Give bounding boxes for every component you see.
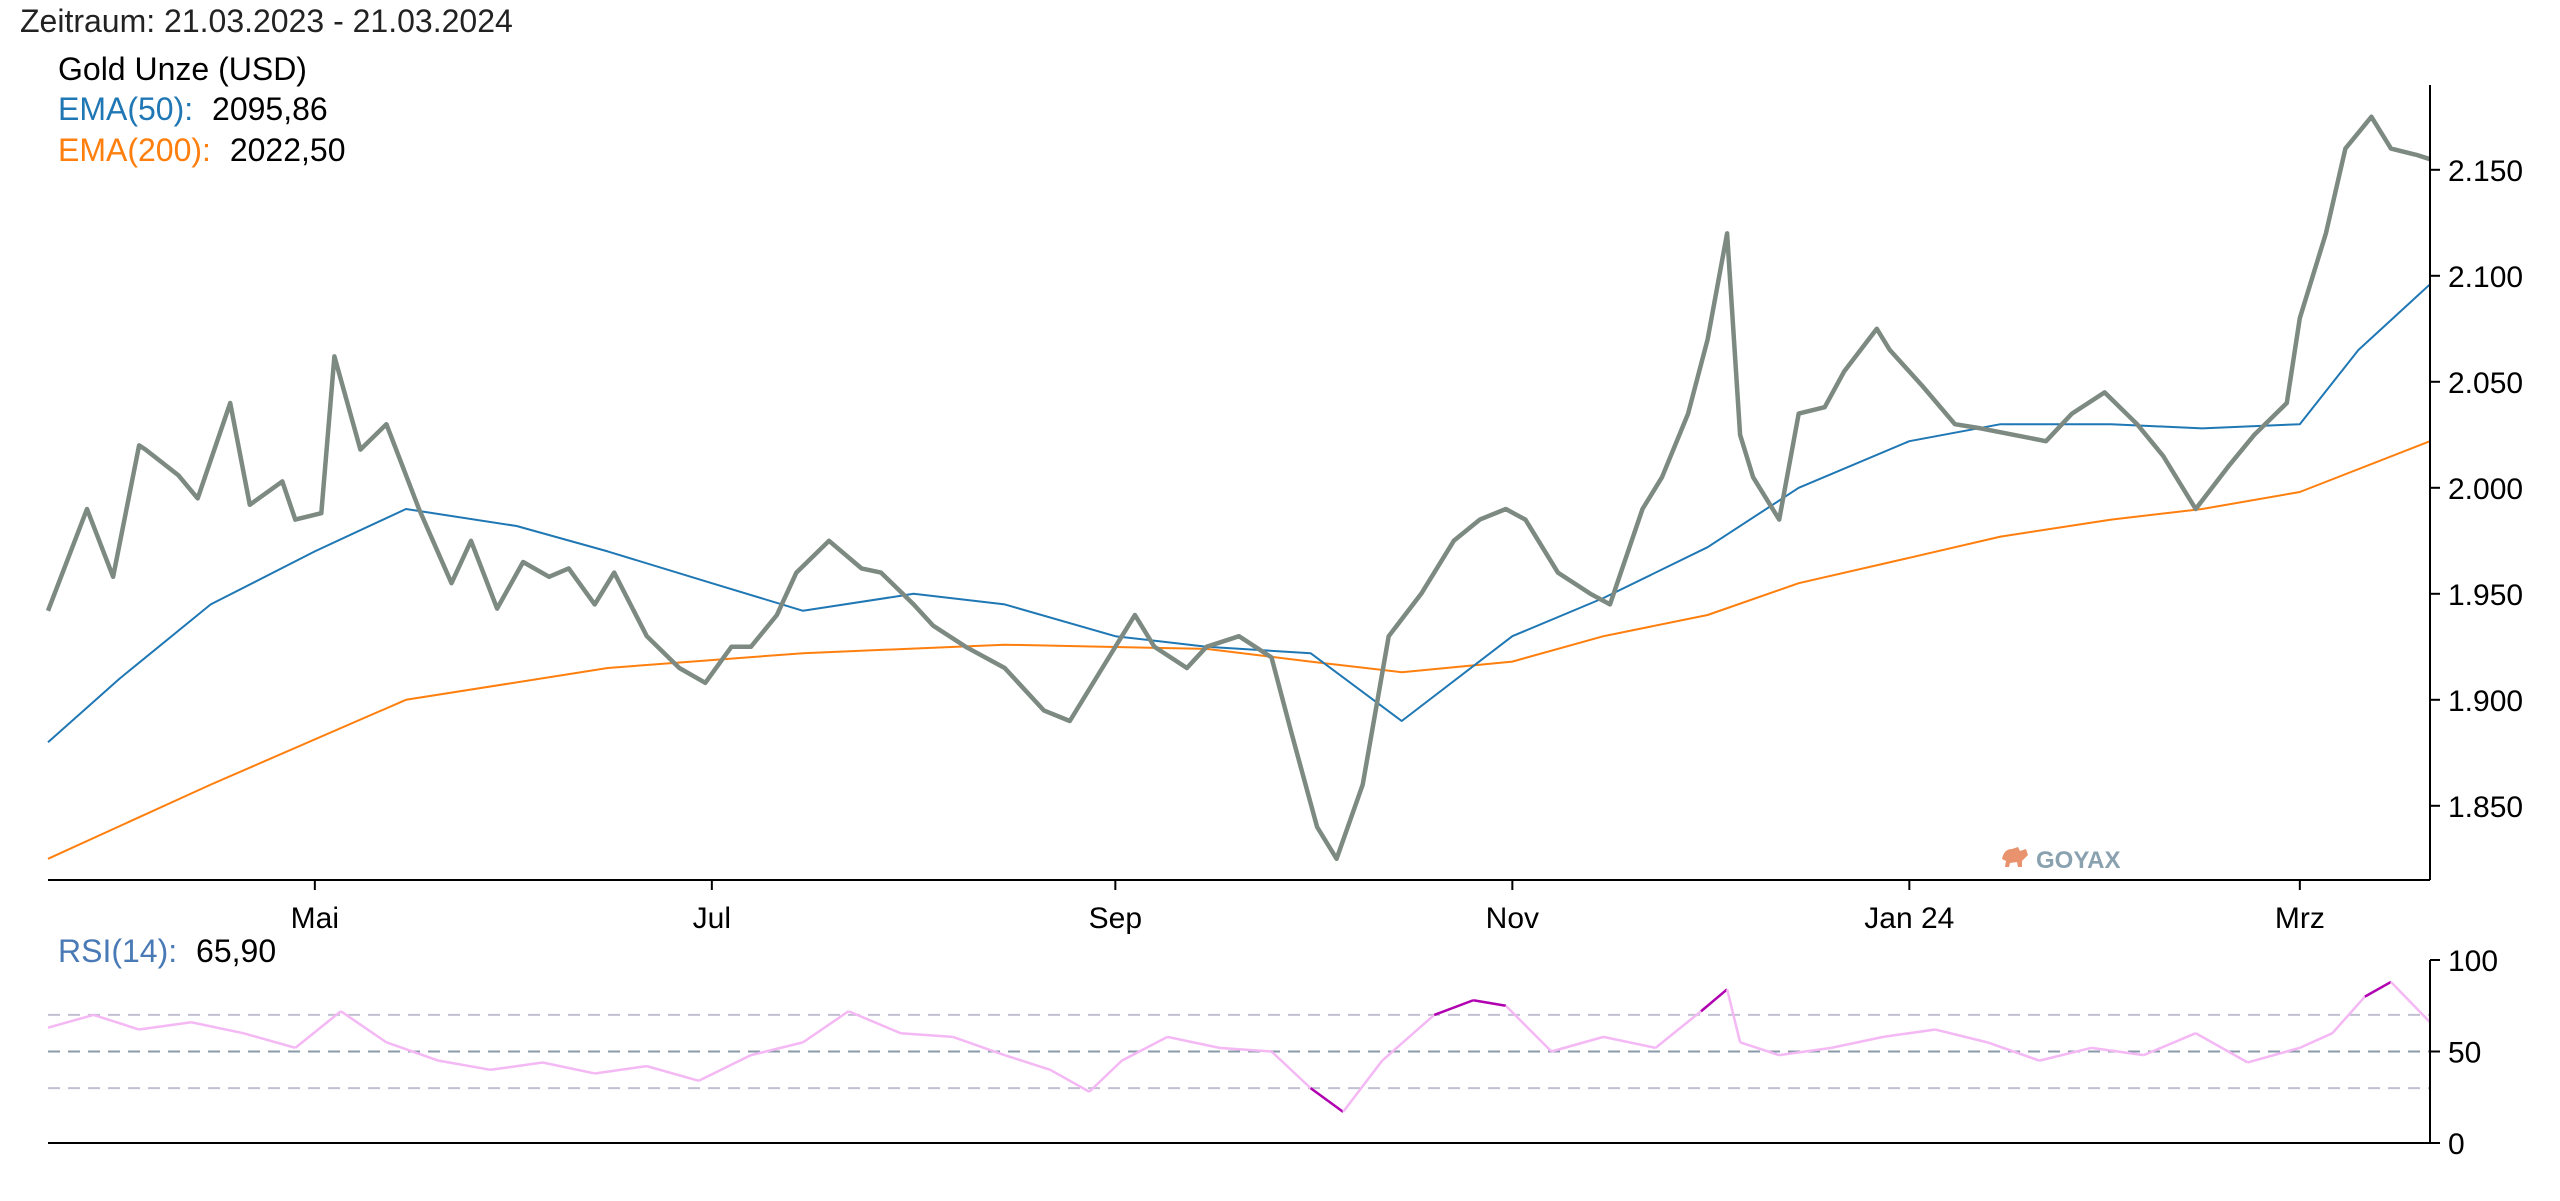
rsi-y-tick-label: 0 xyxy=(2448,1128,2465,1161)
watermark: GOYAX xyxy=(2002,847,2120,874)
price-y-tick-label: 1.850 xyxy=(2448,791,2523,824)
rsi-line-segment xyxy=(1309,1087,1344,1113)
rsi-line-segment xyxy=(190,1020,244,1035)
price-line xyxy=(45,114,2431,862)
rsi-line-segment xyxy=(1433,999,1474,1017)
rsi-line-segment xyxy=(1121,1035,1168,1062)
rsi-y-tick-label: 100 xyxy=(2448,945,2498,978)
rsi-line-segment xyxy=(542,1061,595,1075)
period-label: Zeitraum: 21.03.2023 - 21.03.2024 xyxy=(20,3,513,39)
price-x-tick-label: Nov xyxy=(1486,902,1539,935)
rsi-line-segment xyxy=(1739,1041,1780,1057)
rsi-line-segment xyxy=(1700,988,1728,1013)
rsi-line-segment xyxy=(242,1031,296,1050)
rsi-line-segment xyxy=(1725,988,1742,1043)
rsi-line-segment xyxy=(2331,995,2366,1035)
rsi-line-segment xyxy=(93,1013,140,1031)
price-y-ticks: 1.850 1.900 1.950 2.000 2.050 2.100 2.150 xyxy=(2430,155,2523,824)
rsi-line-segment xyxy=(2390,981,2431,1024)
rsi-line-segment xyxy=(2039,1046,2092,1062)
rsi-line-segment xyxy=(1473,999,1507,1007)
rsi-line-segment xyxy=(2364,980,2392,998)
rsi-y-tick-label: 50 xyxy=(2448,1037,2481,1070)
price-y-tick-label: 2.050 xyxy=(2448,367,2523,400)
rsi-line-segment xyxy=(2195,1032,2249,1064)
rsi-line-segment xyxy=(2247,1046,2301,1064)
rsi-panel: RSI(14): 65,90 0 50 100 xyxy=(47,933,2498,1161)
rsi-line-segment xyxy=(1603,1035,1656,1050)
rsi-line-segment xyxy=(1049,1068,1090,1093)
rsi-y-ticks: 0 50 100 xyxy=(2430,945,2498,1161)
ema200-legend-value: 2022,50 xyxy=(230,132,346,168)
price-x-tick-label: Mai xyxy=(291,902,339,935)
rsi-line-segment xyxy=(1381,1013,1436,1062)
rsi-line-segment xyxy=(386,1041,439,1062)
rsi-line-segment xyxy=(802,1010,850,1044)
ema200-line xyxy=(47,440,2431,860)
rsi-line-segment xyxy=(1935,1028,1988,1044)
rsi-line-segment xyxy=(490,1061,543,1072)
rsi-line-segment xyxy=(1270,1050,1312,1090)
rsi-line-segment xyxy=(1167,1035,1220,1050)
rsi-line-segment xyxy=(1088,1059,1123,1093)
instrument-label: Gold Unze (USD) xyxy=(58,51,307,87)
rsi-line-segment xyxy=(1987,1041,2040,1062)
rsi-line-segment xyxy=(848,1010,902,1035)
price-series-group xyxy=(45,114,2431,862)
ema50-line xyxy=(47,283,2431,743)
ema50-legend-label: EMA(50): xyxy=(58,91,193,127)
rsi-line-segment xyxy=(952,1035,1006,1057)
ema50-series-group xyxy=(47,283,2431,743)
price-y-tick-label: 2.150 xyxy=(2448,155,2523,188)
rsi-legend-label: RSI(14): xyxy=(58,933,177,969)
rsi-line-segment xyxy=(1004,1053,1051,1071)
rsi-line-segment xyxy=(2143,1032,2197,1057)
price-legend: Gold Unze (USD) EMA(50): 2095,86 EMA(200… xyxy=(58,51,346,168)
rsi-reference-lines xyxy=(48,1013,2430,1090)
rsi-line-segment xyxy=(2091,1046,2144,1057)
rsi-line-segment xyxy=(594,1064,647,1075)
price-y-tick-label: 1.950 xyxy=(2448,579,2523,612)
ema200-series-group xyxy=(47,440,2431,860)
price-y-tick-label: 2.100 xyxy=(2448,261,2523,294)
rsi-line-segment xyxy=(138,1020,192,1031)
rsi-legend-value: 65,90 xyxy=(196,933,276,969)
rsi-line-segment xyxy=(47,1013,94,1029)
rsi-line-segment xyxy=(1654,1010,1702,1049)
price-x-tick-label: Sep xyxy=(1089,902,1142,935)
ema200-legend: EMA(200): 2022,50 xyxy=(58,132,346,168)
rsi-legend: RSI(14): 65,90 xyxy=(58,933,276,969)
bull-logo-icon xyxy=(2002,847,2028,867)
ema50-legend-value: 2095,86 xyxy=(212,91,328,127)
rsi-series-group xyxy=(47,980,2431,1113)
rsi-line-segment xyxy=(1551,1035,1604,1053)
rsi-line-segment xyxy=(750,1041,804,1057)
price-x-tick-label: Mrz xyxy=(2275,902,2325,935)
rsi-line-segment xyxy=(1342,1059,1384,1113)
price-panel: 1.850 1.900 1.950 2.000 2.050 2.100 2.150 Mai J… xyxy=(45,85,2523,935)
price-x-tick-label: Jul xyxy=(693,902,731,935)
rsi-line-segment xyxy=(1219,1046,1272,1053)
rsi-line-segment xyxy=(438,1059,491,1072)
rsi-line-segment xyxy=(2299,1032,2333,1049)
rsi-line-segment xyxy=(1830,1035,1884,1050)
rsi-line-segment xyxy=(294,1010,342,1049)
watermark-text: GOYAX xyxy=(2036,847,2120,874)
rsi-line-segment xyxy=(646,1064,700,1082)
price-x-ticks: Mai Jul Sep Nov Jan 24 Mrz xyxy=(291,880,2325,935)
rsi-line-segment xyxy=(900,1031,953,1039)
ema200-legend-label: EMA(200): xyxy=(58,132,211,168)
price-x-tick-label: Jan 24 xyxy=(1864,902,1954,935)
price-y-tick-label: 1.900 xyxy=(2448,685,2523,718)
rsi-line-segment xyxy=(1504,1004,1553,1053)
rsi-line-segment xyxy=(1883,1028,1936,1039)
rsi-line-segment xyxy=(1779,1046,1832,1057)
ema50-legend: EMA(50): 2095,86 xyxy=(58,91,328,127)
price-y-tick-label: 2.000 xyxy=(2448,473,2523,506)
rsi-line-segment xyxy=(698,1054,752,1082)
rsi-line-segment xyxy=(340,1010,388,1044)
